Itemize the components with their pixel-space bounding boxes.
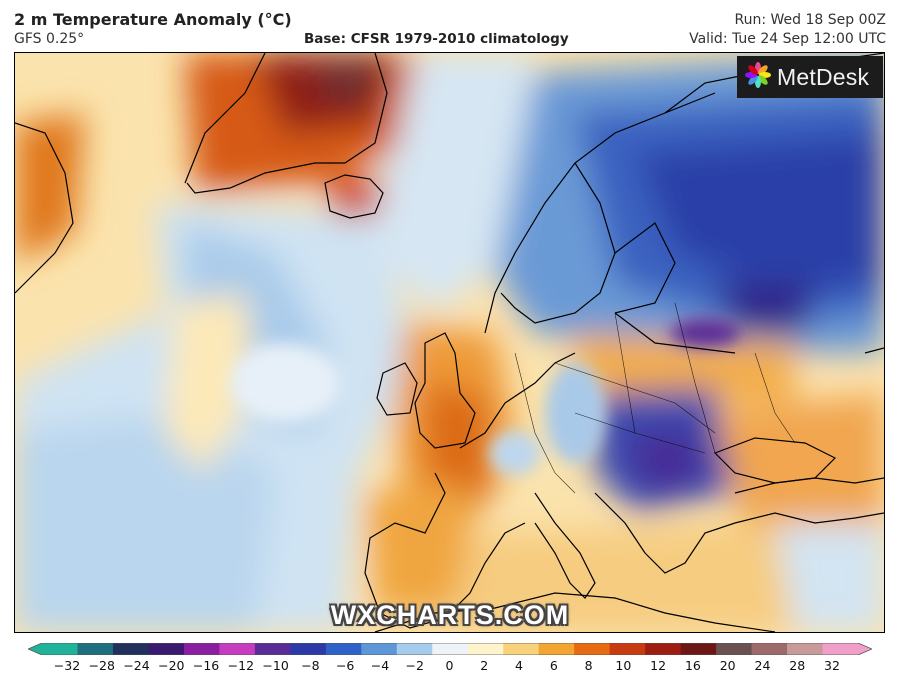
colorbar-segment [751, 643, 788, 655]
colorbar-segment [183, 643, 220, 655]
colorbar-low-extend [28, 643, 42, 655]
colorbar-tick-label: −12 [227, 658, 255, 673]
colorbar-tick-label: −8 [301, 658, 320, 673]
colorbar-tick-label: 8 [584, 658, 593, 673]
colorbar-tick-label: −24 [123, 658, 150, 673]
colorbar-tick-label: −4 [370, 658, 390, 673]
metdesk-logo-text: MetDesk [777, 63, 870, 90]
base-climatology-label: Base: CFSR 1979-2010 climatology [304, 31, 569, 47]
colorbar-segment [467, 643, 504, 655]
colorbar-segment [148, 643, 185, 655]
colorbar-segment [574, 643, 611, 655]
colorbar-tick-label: 4 [515, 658, 524, 673]
colorbar-tick-label: 28 [789, 658, 806, 673]
colorbar-segment [361, 643, 398, 655]
anomaly-field [15, 53, 884, 632]
colorbar-segment [112, 643, 149, 655]
colorbar-segment [645, 643, 682, 655]
metdesk-flower-logo-icon [745, 62, 771, 92]
metdesk-logo: MetDesk [737, 56, 883, 98]
colorbar-tick-label: −32 [53, 658, 81, 673]
colorbar-segment [290, 643, 327, 655]
colorbar-segment [538, 643, 575, 655]
wxcharts-watermark: WXCHARTS.COM [330, 600, 570, 630]
model-label: GFS 0.25° [14, 31, 85, 47]
colorbar-tick-label: 20 [719, 658, 736, 673]
colorbar-segment [254, 643, 291, 655]
colorbar-tick-label: 10 [615, 658, 632, 673]
borders [514, 302, 796, 494]
colorbar-high-extend [858, 643, 872, 655]
colorbar-segment [396, 643, 433, 655]
colorbar-tick-label: −20 [158, 658, 185, 673]
run-time-label: Run: Wed 18 Sep 00Z [734, 12, 887, 28]
colorbar-tick-label: −10 [262, 658, 289, 673]
temperature-anomaly-map[interactable] [14, 52, 885, 633]
colorbar [28, 643, 872, 655]
colorbar-tick-labels: −32 −28 −24 −20 −16 −12 −10 −8 −6 −4 −2 0 2 4 6 8 10 12 16… [0, 658, 900, 678]
chart-title: 2 m Temperature Anomaly (°C) [14, 10, 292, 29]
colorbar-tick-label: 32 [824, 658, 840, 673]
colorbar-tick-label: 24 [754, 658, 771, 673]
colorbar-segment [219, 643, 256, 655]
colorbar-segment [609, 643, 646, 655]
colorbar-tick-label: 6 [549, 658, 558, 673]
colorbar-segment [42, 643, 78, 655]
colorbar-tick-label: 0 [445, 658, 454, 673]
colorbar-segment [680, 643, 717, 655]
colorbar-segment [716, 643, 753, 655]
colorbar-segment [503, 643, 540, 655]
colorbar-tick-label: −2 [405, 658, 424, 673]
colorbar-segment [325, 643, 362, 655]
colorbar-segment [787, 643, 824, 655]
colorbar-tick-label: −28 [88, 658, 115, 673]
colorbar-tick-label: 12 [650, 658, 667, 673]
colorbar-tick-label: −16 [192, 658, 220, 673]
colorbar-tick-label: −6 [335, 658, 355, 673]
valid-time-label: Valid: Tue 24 Sep 12:00 UTC [689, 31, 886, 47]
anomaly-detail [230, 319, 740, 475]
colorbar-tick-label: 16 [684, 658, 701, 673]
colorbar-segment [432, 643, 469, 655]
colorbar-segment [822, 643, 859, 655]
map-canvas [15, 53, 884, 632]
coastlines [15, 53, 884, 632]
colorbar-tick-label: 2 [480, 658, 489, 673]
colorbar-segment [77, 643, 114, 655]
